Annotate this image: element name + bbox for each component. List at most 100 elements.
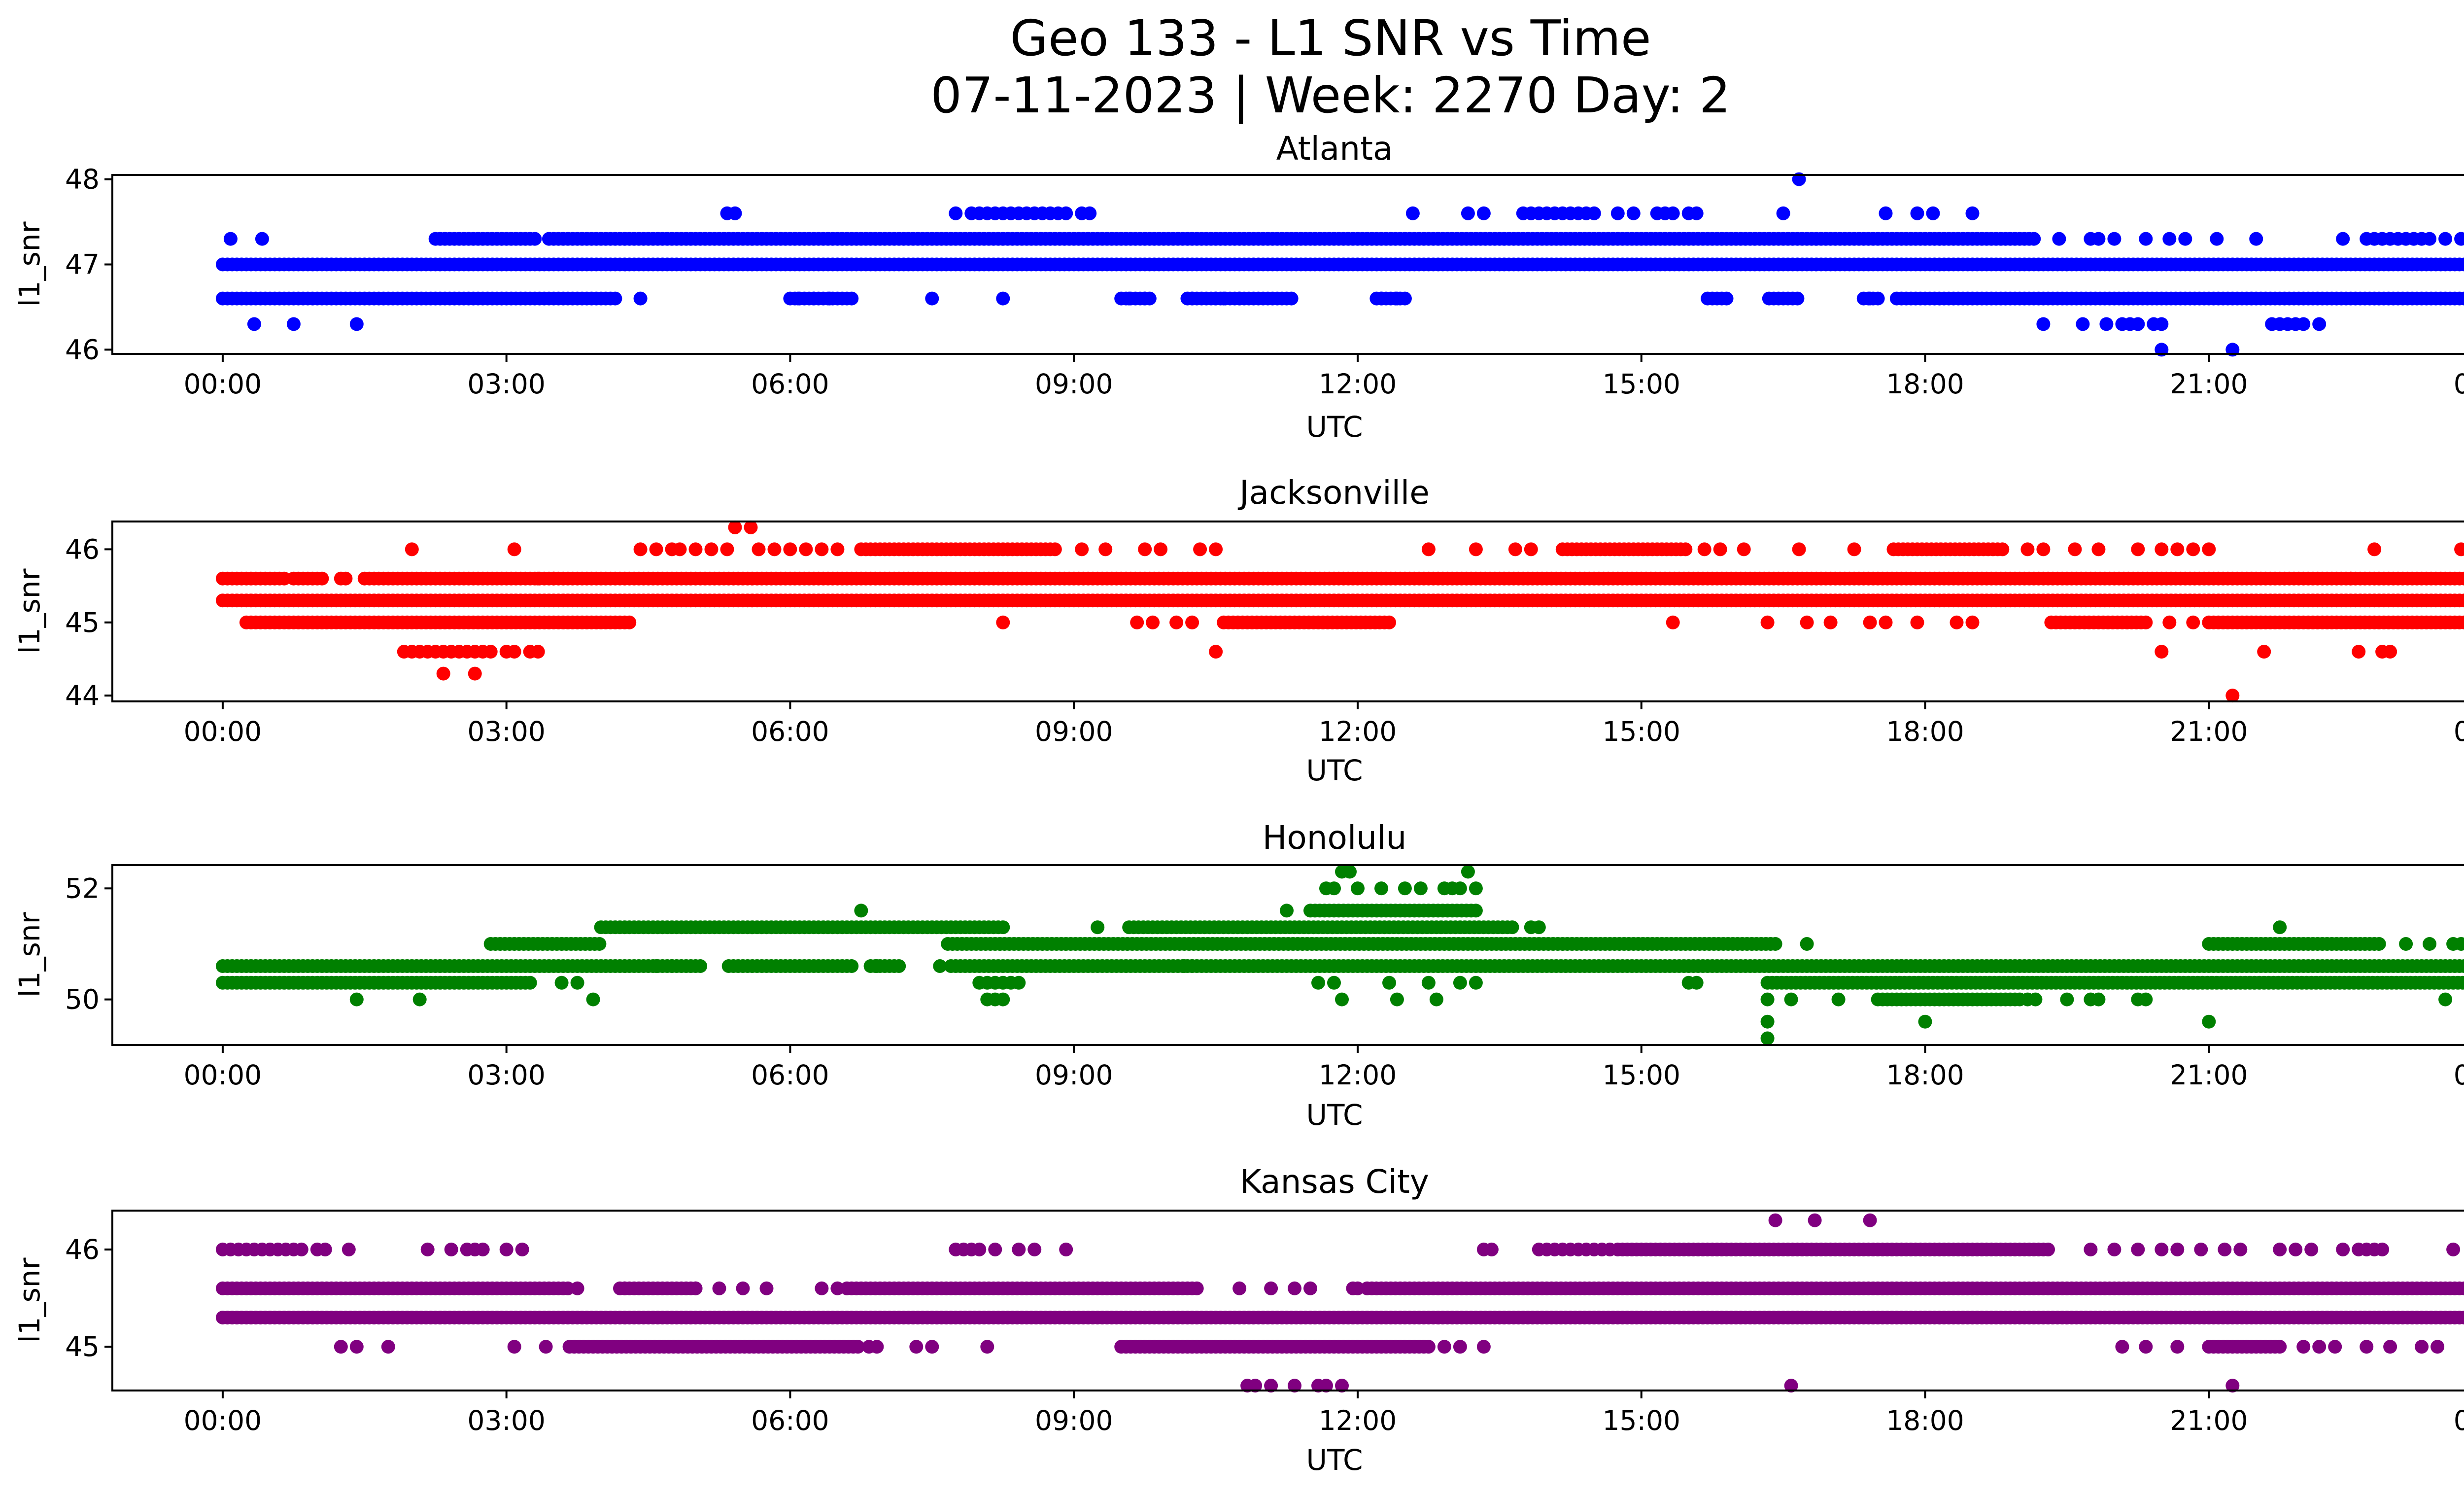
data-point <box>673 542 687 556</box>
data-point <box>1689 206 1704 220</box>
data-point <box>1831 992 1846 1007</box>
x-tick-label: 21:00 <box>2170 368 2248 400</box>
data-point <box>2344 571 2358 586</box>
data-point <box>1059 206 1073 220</box>
data-point <box>2186 615 2200 629</box>
data-point <box>2091 232 2106 246</box>
data-point <box>949 206 963 220</box>
data-point <box>483 645 498 659</box>
data-point <box>704 542 719 556</box>
x-axis-ticks: 00:00 03:00 06:00 09:00 12:00 15:00 18:00 21:00… <box>184 701 2464 747</box>
data-point <box>1185 959 1199 973</box>
data-point <box>528 232 542 246</box>
data-point <box>830 542 845 556</box>
data-point <box>586 992 600 1007</box>
data-point <box>1209 542 1223 556</box>
data-point <box>420 1242 435 1256</box>
data-point <box>507 542 521 556</box>
data-point <box>1154 542 1168 556</box>
data-point <box>1280 904 1294 918</box>
data-point <box>854 904 868 918</box>
panel-title: Atlanta <box>1276 130 1393 168</box>
scatter-points <box>215 172 2464 357</box>
data-point <box>799 542 813 556</box>
x-tick-label: 00:00 <box>184 1059 262 1091</box>
data-point <box>2155 542 2169 556</box>
x-tick-label: 21:00 <box>2170 1059 2248 1091</box>
y-tick-label: 46 <box>65 334 100 365</box>
x-tick-label: 18:00 <box>1886 368 1964 400</box>
panel-honolulu: Honolulu 00:00 03:00 06:00 09:00 12:00 15:00 1… <box>13 819 2464 1132</box>
data-point <box>2257 645 2271 659</box>
data-point <box>436 666 450 681</box>
data-point <box>2454 542 2464 556</box>
data-point <box>592 937 607 951</box>
figure-title-line2: 07-11-2023 | Week: 2270 Day: 2 <box>930 67 1730 124</box>
data-point <box>315 571 329 586</box>
data-point <box>476 1242 490 1256</box>
data-point <box>1461 206 1475 220</box>
data-point <box>2186 542 2200 556</box>
data-point <box>1374 291 1388 306</box>
x-tick-label: 00:00 <box>2454 1059 2464 1091</box>
data-point <box>1532 920 1546 935</box>
x-axis-label: UTC <box>1306 410 1363 444</box>
data-point <box>1800 937 1814 951</box>
panel-atlanta: Atlanta 00:00 03:00 06:00 09:00 12:00 15:00 18… <box>13 130 2464 444</box>
y-tick-label: 48 <box>65 164 100 195</box>
x-tick-label: 15:00 <box>1602 1059 1680 1091</box>
data-point <box>1678 542 1693 556</box>
data-point <box>2367 542 2382 556</box>
data-point <box>2462 574 2464 584</box>
data-point <box>1505 920 1519 935</box>
x-tick-label: 00:00 <box>2454 716 2464 747</box>
x-tick-label: 00:00 <box>184 368 262 400</box>
data-point <box>815 542 829 556</box>
data-point <box>2312 317 2327 331</box>
x-tick-label: 21:00 <box>2170 716 2248 747</box>
y-tick-label: 50 <box>65 984 100 1015</box>
data-point <box>1083 206 1097 220</box>
data-point <box>1689 975 1704 990</box>
data-point <box>2036 317 2051 331</box>
data-point <box>2139 232 2153 246</box>
panel-title: Honolulu <box>1263 819 1407 857</box>
x-tick-label: 03:00 <box>467 716 546 747</box>
data-point <box>2076 317 2090 331</box>
x-tick-label: 00:00 <box>184 716 262 747</box>
data-point <box>349 317 364 331</box>
x-tick-label: 12:00 <box>1319 716 1397 747</box>
data-point <box>1390 291 1404 306</box>
data-point <box>1697 542 1711 556</box>
data-point <box>1965 615 1980 629</box>
data-point <box>1146 615 1160 629</box>
data-point <box>2438 232 2453 246</box>
data-point <box>1343 865 1357 879</box>
data-point <box>247 317 261 331</box>
data-point <box>1453 975 1467 990</box>
data-point <box>688 542 703 556</box>
data-point <box>608 291 622 306</box>
data-point <box>1768 937 1782 951</box>
data-point <box>255 232 269 246</box>
data-point <box>507 645 521 659</box>
data-point <box>1429 992 1443 1007</box>
x-tick-label: 12:00 <box>1319 1059 1397 1091</box>
x-tick-label: 09:00 <box>1035 1059 1113 1091</box>
data-point <box>2091 992 2106 1007</box>
data-point <box>570 975 584 990</box>
data-point <box>1311 975 1325 990</box>
data-point <box>2296 317 2311 331</box>
scatter-points <box>215 520 2464 703</box>
data-point <box>1879 615 1893 629</box>
data-point <box>996 291 1010 306</box>
panel-title: Kansas City <box>1240 1163 1429 1201</box>
data-point <box>1469 975 1483 990</box>
data-point <box>223 232 238 246</box>
data-point <box>2462 293 2464 304</box>
data-point <box>996 615 1010 629</box>
data-point <box>1335 992 1349 1007</box>
data-point <box>2139 615 2153 629</box>
